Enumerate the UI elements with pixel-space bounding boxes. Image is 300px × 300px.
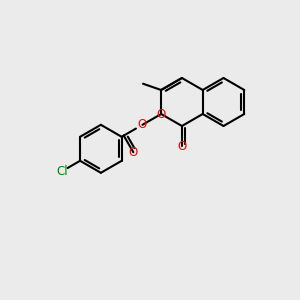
Text: Cl: Cl xyxy=(57,164,68,178)
Text: O: O xyxy=(177,140,187,153)
Text: O: O xyxy=(157,107,166,121)
Text: O: O xyxy=(138,118,147,131)
Text: O: O xyxy=(129,146,138,159)
